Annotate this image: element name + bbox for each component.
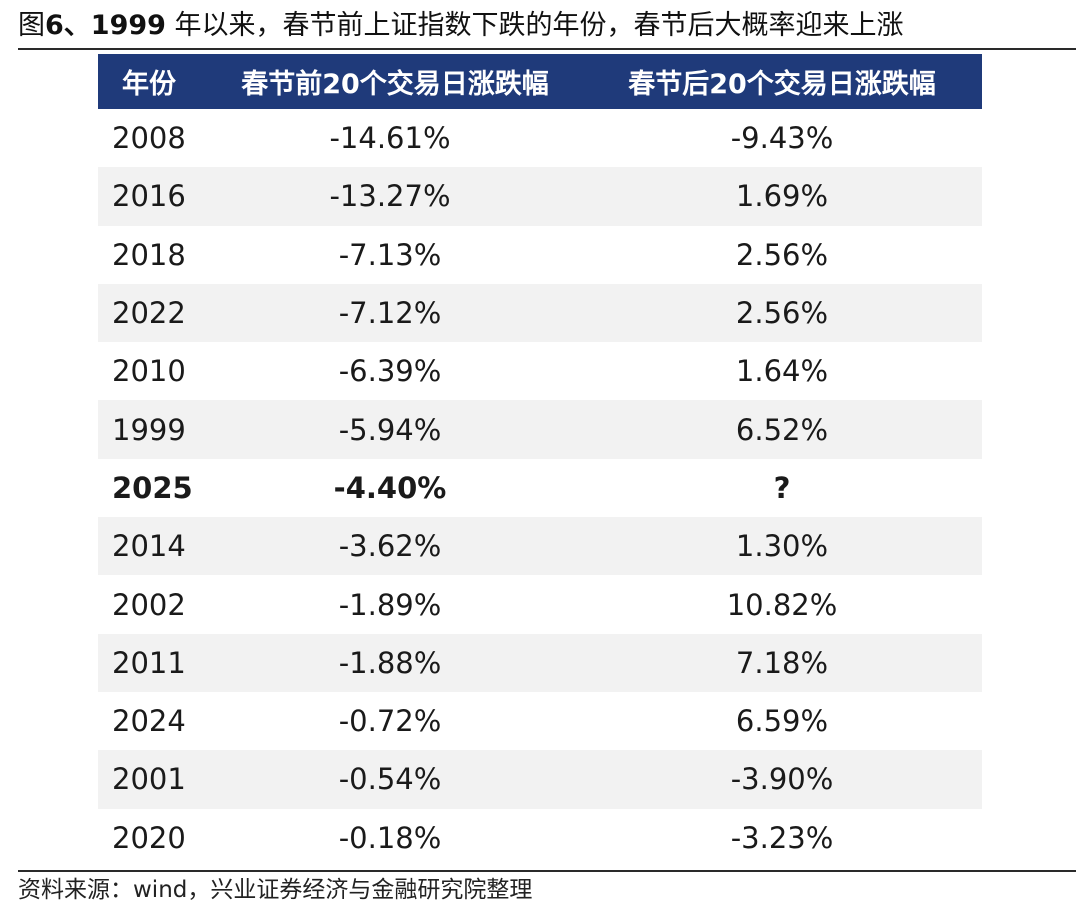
cell-year: 2024 (112, 704, 186, 739)
cell-pre-festival-change: -7.12% (338, 296, 442, 331)
cell-post-festival-change: ? (773, 470, 791, 505)
cell-post-festival-change: 2.56% (735, 296, 829, 331)
top-rule (18, 48, 1076, 50)
cell-pre-festival-change: -5.94% (338, 412, 442, 447)
cell-pre-festival-change: -14.61% (329, 121, 451, 156)
cell-post-festival-change: 1.30% (735, 529, 829, 564)
table-row: 2010 -6.39% 1.64% (98, 342, 982, 400)
table-row: 2016 -13.27% 1.69% (98, 167, 982, 226)
cell-year: 1999 (112, 412, 186, 447)
cell-post-festival-change: -9.43% (730, 121, 834, 156)
cell-year: 2018 (112, 237, 186, 272)
table-row: 2024 -0.72% 6.59% (98, 692, 982, 750)
header-pre-festival-change: 春节前20个交易日涨跌幅 (241, 69, 549, 100)
cell-year: 2002 (112, 587, 186, 622)
cell-post-festival-change: 1.64% (735, 354, 829, 389)
table-row: 2008 -14.61% -9.43% (98, 109, 982, 167)
table-row: 2020 -0.18% -3.23% (98, 809, 982, 867)
figure-title-prefix: 图 (18, 10, 45, 41)
cell-pre-festival-change: -1.89% (338, 587, 442, 622)
cell-pre-festival-change: -13.27% (329, 179, 451, 214)
cell-year: 2008 (112, 121, 186, 156)
cell-year: 2010 (112, 354, 186, 389)
cell-year: 2001 (112, 762, 186, 797)
cell-year: 2011 (112, 645, 186, 680)
cell-year: 2014 (112, 529, 186, 564)
cell-post-festival-change: 6.52% (735, 412, 829, 447)
table-row: 2018 -7.13% 2.56% (98, 226, 982, 284)
cell-pre-festival-change: -0.18% (338, 820, 442, 855)
cell-pre-festival-change: -0.54% (338, 762, 442, 797)
cell-year: 2016 (112, 179, 186, 214)
data-table: 年份 春节前20个交易日涨跌幅 春节后20个交易日涨跌幅 2008 -14.61%… (98, 54, 982, 867)
cell-post-festival-change: 10.82% (726, 587, 838, 622)
table-row: 2025 -4.40%? (98, 459, 982, 517)
cell-post-festival-change: 1.69% (735, 179, 829, 214)
cell-year: 2022 (112, 296, 186, 331)
header-year: 年份 (122, 69, 176, 100)
table-row: 1999 -5.94% 6.52% (98, 400, 982, 459)
cell-post-festival-change: 7.18% (735, 645, 829, 680)
cell-post-festival-change: -3.23% (730, 820, 834, 855)
cell-pre-festival-change: -3.62% (338, 529, 442, 564)
table-row: 2022 -7.12% 2.56% (98, 283, 982, 343)
cell-post-festival-change: 2.56% (735, 237, 829, 272)
table-row: 2011 -1.88% 7.18% (98, 633, 982, 692)
table-row: 2002 -1.89% 10.82% (98, 575, 982, 633)
cell-year: 2025 (112, 470, 193, 505)
figure-title-number: 6、1999 (45, 10, 166, 41)
cell-post-festival-change: 6.59% (735, 704, 829, 739)
cell-pre-festival-change: -0.72% (338, 704, 442, 739)
cell-pre-festival-change: -1.88% (338, 645, 442, 680)
cell-post-festival-change: -3.90% (730, 762, 834, 797)
table-row: 2001 -0.54% -3.90% (98, 750, 982, 809)
cell-pre-festival-change: -7.13% (338, 237, 442, 272)
table-body: 2008 -14.61% -9.43% 2016 -13.27% 1.69% 2018 -7.… (98, 109, 982, 867)
cell-year: 2020 (112, 820, 186, 855)
table-header-row: 年份 春节前20个交易日涨跌幅 春节后20个交易日涨跌幅 (98, 54, 982, 109)
header-post-festival-change: 春节后20个交易日涨跌幅 (628, 69, 936, 100)
cell-pre-festival-change: -4.40% (333, 470, 447, 505)
figure-title: 图6、1999 年以来，春节前上证指数下跌的年份，春节后大概率迎来上涨 (18, 8, 1068, 44)
figure-title-text: 年以来，春节前上证指数下跌的年份，春节后大概率迎来上涨 (165, 10, 904, 41)
table-row: 2014 -3.62% 1.30% (98, 517, 982, 576)
bottom-rule (18, 870, 1076, 872)
cell-pre-festival-change: -6.39% (338, 354, 442, 389)
source-note: 资料来源：wind，兴业证券经济与金融研究院整理 (18, 877, 533, 903)
